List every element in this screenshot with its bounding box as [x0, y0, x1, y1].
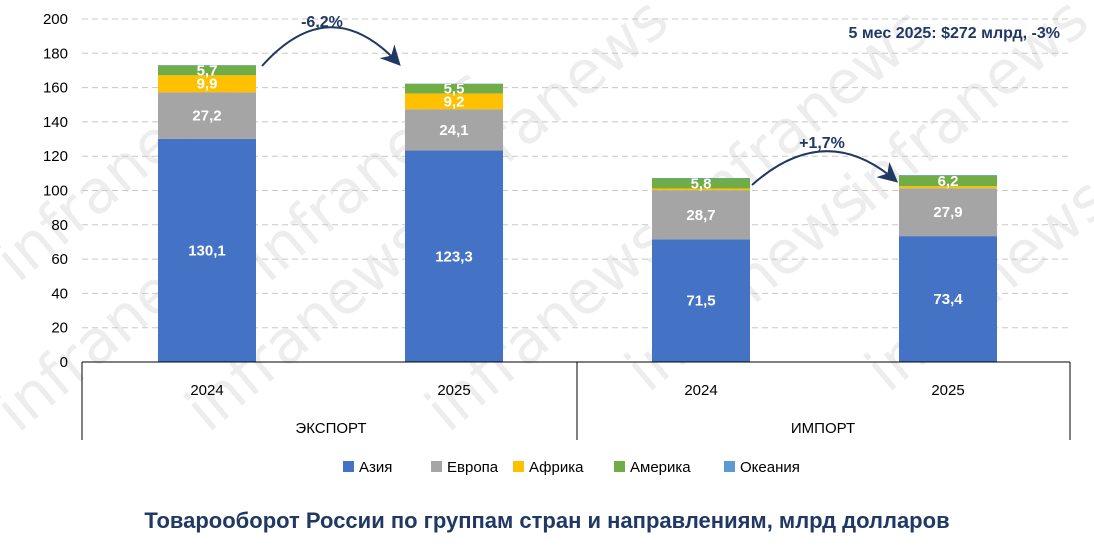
- data-label: 73,4: [933, 291, 963, 308]
- data-label: 5,8: [691, 175, 712, 192]
- bar-segment: [652, 178, 750, 189]
- legend-entry: Европа: [447, 459, 499, 476]
- change-arrow: [751, 150, 899, 186]
- y-tick-label: 40: [51, 285, 68, 302]
- data-label: 6,2: [938, 173, 959, 190]
- legend-swatch: [724, 461, 735, 472]
- bar-segment: [158, 75, 256, 93]
- bar-segment: [899, 175, 997, 176]
- x-tick-label: 2025: [931, 382, 964, 399]
- bar-segment: [652, 188, 750, 191]
- y-tick-label: 0: [60, 354, 68, 371]
- change-arrow: [261, 26, 401, 67]
- bar-segment: [158, 65, 256, 76]
- bar-segment: [899, 186, 997, 189]
- bar-segment: [899, 188, 997, 237]
- legend-swatch: [343, 461, 354, 472]
- y-tick-label: 60: [51, 251, 68, 268]
- x-tick-label: 2025: [437, 382, 470, 399]
- legend-entry: Америка: [630, 459, 691, 476]
- legend-entry: Азия: [359, 459, 392, 476]
- y-tick-label: 180: [43, 45, 68, 62]
- data-label: 9,2: [444, 93, 465, 110]
- data-label: 5,5: [444, 81, 465, 98]
- legend-swatch: [431, 461, 442, 472]
- bar-segment: [158, 92, 256, 139]
- legend-entry: Африка: [529, 459, 584, 476]
- data-label: 71,5: [686, 293, 715, 310]
- data-label: 27,2: [192, 108, 221, 125]
- bar-segment: [899, 175, 997, 187]
- y-tick-label: 120: [43, 148, 68, 165]
- y-tick-label: 20: [51, 320, 68, 337]
- bar-segment: [899, 236, 997, 362]
- data-label: 28,7: [686, 207, 715, 224]
- bar-segment: [405, 150, 503, 362]
- x-tick-label: 2024: [684, 382, 717, 399]
- data-label: 9,9: [197, 76, 218, 93]
- bar-segment: [652, 177, 750, 179]
- data-label: 27,9: [933, 204, 962, 221]
- legend-swatch: [513, 461, 524, 472]
- bar-segment: [652, 190, 750, 240]
- data-label: 130,1: [188, 242, 226, 259]
- data-label: 24,1: [439, 122, 468, 139]
- data-label: 5,7: [197, 62, 218, 79]
- x-tick-label: 2024: [190, 382, 223, 399]
- group-label: ЭКСПОРТ: [295, 420, 366, 437]
- y-tick-label: 80: [51, 217, 68, 234]
- legend-swatch: [614, 461, 625, 472]
- group-label: ИМПОРТ: [791, 420, 855, 437]
- bar-segment: [405, 109, 503, 151]
- bar-segment: [405, 83, 503, 94]
- bar-segment: [158, 138, 256, 362]
- y-tick-label: 200: [43, 11, 68, 28]
- y-tick-label: 100: [43, 183, 68, 200]
- data-label: 123,3: [435, 248, 473, 265]
- bar-segment: [405, 93, 503, 110]
- legend-entry: Океания: [740, 459, 800, 476]
- y-tick-label: 140: [43, 114, 68, 131]
- summary-annotation: 5 мес 2025: $272 млрд, -3%: [849, 25, 1061, 42]
- y-tick-label: 160: [43, 80, 68, 97]
- change-label: -6,2%: [301, 14, 343, 31]
- bar-segment: [652, 239, 750, 362]
- change-label: +1,7%: [799, 135, 845, 152]
- chart-title: Товарооборот России по группам стран и н…: [144, 508, 949, 533]
